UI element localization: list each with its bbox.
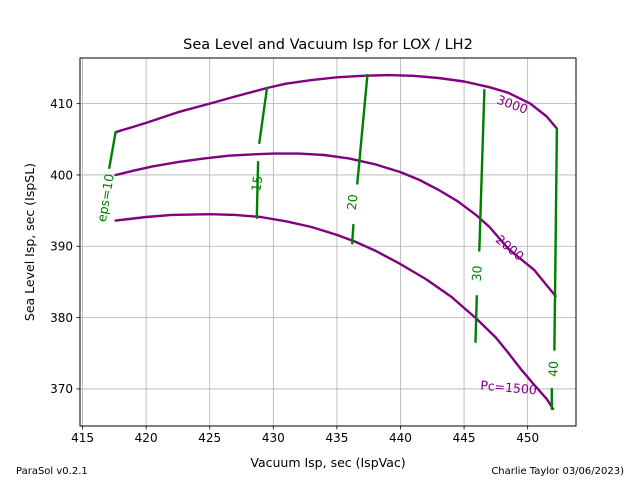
x-tick-label: 435 bbox=[325, 431, 348, 445]
eps-contour-label: 40 bbox=[545, 361, 561, 377]
pc-line bbox=[114, 213, 555, 411]
footer-author-date: Charlie Taylor 03/06/2023) bbox=[491, 466, 624, 477]
x-axis-label: Vacuum Isp, sec (IspVac) bbox=[250, 455, 405, 470]
x-tick-label: 445 bbox=[453, 431, 476, 445]
pc-line bbox=[114, 73, 559, 134]
footer-version: ParaSol v0.2.1 bbox=[16, 466, 88, 477]
plot-frame bbox=[79, 57, 577, 427]
chart-title: Sea Level and Vacuum Isp for LOX / LH2 bbox=[183, 37, 473, 53]
eps-line bbox=[474, 295, 478, 343]
x-tick-label: 430 bbox=[262, 431, 285, 445]
eps-contour-label: 15 bbox=[248, 175, 265, 193]
eps-line bbox=[478, 88, 486, 252]
y-axis-label: Sea Level Isp, sec (IspSL) bbox=[22, 163, 37, 321]
x-tick-label: 440 bbox=[389, 431, 412, 445]
grid bbox=[80, 58, 576, 426]
x-tick-label: 415 bbox=[71, 431, 94, 445]
x-tick-label: 425 bbox=[198, 431, 221, 445]
eps-line bbox=[108, 131, 117, 169]
y-tick-label: 370 bbox=[50, 382, 73, 396]
eps-line bbox=[258, 86, 269, 145]
pc-line bbox=[114, 152, 557, 298]
eps-line bbox=[553, 127, 559, 351]
eps-line bbox=[351, 223, 355, 245]
y-tick-label: 400 bbox=[50, 168, 73, 182]
eps-line bbox=[356, 73, 369, 185]
y-tick-label: 380 bbox=[50, 311, 73, 325]
x-tick-label: 450 bbox=[516, 431, 539, 445]
ticks: 415 420 425 430 435 440 445 450 370 380 390 400 410 bbox=[50, 97, 539, 445]
plot-lines bbox=[108, 73, 559, 411]
eps-contour-label: 30 bbox=[469, 265, 485, 282]
pc-contour-label: Pc=1500 bbox=[480, 378, 538, 398]
y-tick-label: 410 bbox=[50, 97, 73, 111]
y-tick-label: 390 bbox=[50, 240, 73, 254]
eps-line bbox=[255, 160, 260, 219]
eps-contour-label: 20 bbox=[344, 193, 361, 210]
x-tick-label: 420 bbox=[135, 431, 158, 445]
